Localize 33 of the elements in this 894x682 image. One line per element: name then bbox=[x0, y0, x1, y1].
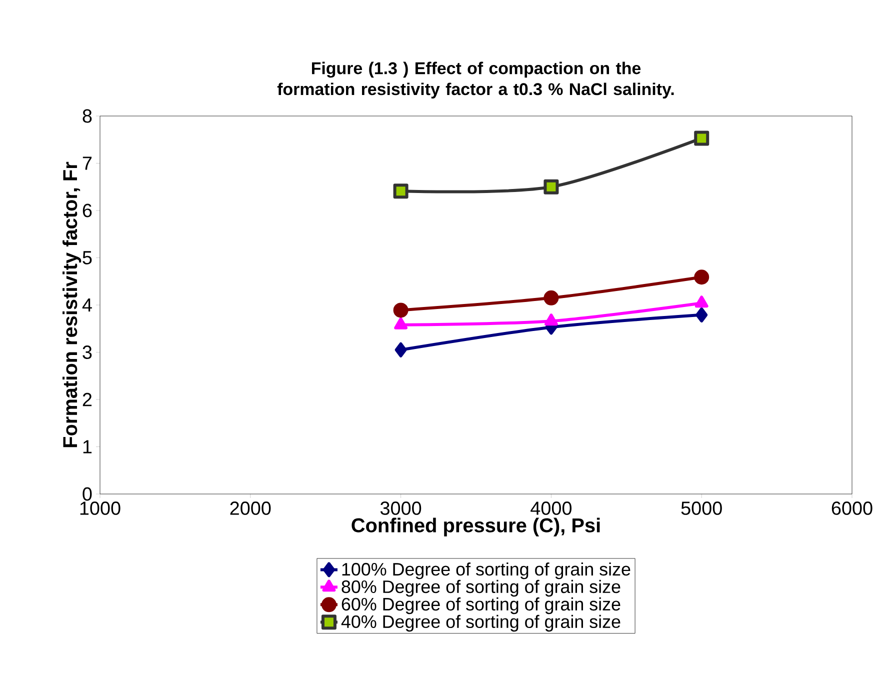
point bbox=[694, 296, 708, 308]
x-tick-label: 3000 bbox=[380, 502, 422, 515]
point bbox=[694, 270, 710, 285]
y-tick-label: 1 bbox=[83, 440, 92, 454]
x-tick-label: 5000 bbox=[681, 502, 722, 515]
y-tick-label: 5 bbox=[82, 251, 92, 264]
x-tick-label: 4000 bbox=[530, 502, 572, 515]
point bbox=[696, 307, 708, 322]
legend-label: 60% Degree of sorting of grain size bbox=[342, 597, 620, 614]
point bbox=[394, 342, 407, 358]
point bbox=[694, 130, 710, 146]
x-axis-title: Confined pressure (C), Psi bbox=[352, 518, 600, 536]
y-tick-label: 6 bbox=[82, 204, 92, 218]
y-tick-label: 7 bbox=[82, 156, 92, 170]
y-tick-label: 2 bbox=[82, 392, 92, 406]
y-tick-label: 4 bbox=[82, 298, 92, 312]
point bbox=[394, 317, 408, 330]
chart-title: Figure (1.3 ) Effect of compaction on the formation resistivity factor a t0.3 % NaCl salinity. bbox=[277, 62, 674, 99]
y-tick-label: 8 bbox=[82, 109, 92, 123]
y-tick-label: 3 bbox=[82, 346, 92, 359]
x-tick-label: 1000 bbox=[80, 502, 120, 515]
legend-label: 80% Degree of sorting of grain size bbox=[342, 580, 620, 597]
point bbox=[544, 314, 558, 326]
x-tick-label: 6000 bbox=[832, 502, 872, 515]
legend-label: 100% Degree of sorting of grain size bbox=[342, 562, 630, 580]
x-tick-label: 2000 bbox=[230, 502, 271, 515]
legend-label: 40% Degree of sorting of grain size bbox=[341, 614, 620, 632]
point bbox=[544, 179, 559, 194]
y-axis-title: Formation resistivity factor, Fr bbox=[62, 162, 82, 448]
point bbox=[544, 290, 559, 306]
point bbox=[393, 302, 408, 318]
y-tick-label: 0 bbox=[82, 487, 92, 501]
point bbox=[393, 184, 408, 199]
